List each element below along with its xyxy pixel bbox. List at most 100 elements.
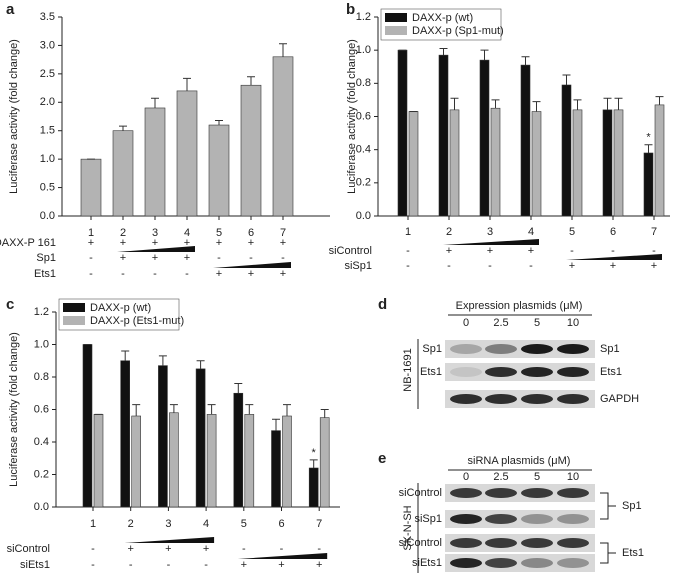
- blot-band: [450, 488, 482, 498]
- x-tick-label: 1: [405, 226, 411, 238]
- bar: [643, 152, 654, 217]
- bar: [490, 107, 501, 217]
- error-bar: [151, 97, 159, 108]
- bar: [93, 414, 104, 508]
- dose-ramp: [124, 537, 215, 543]
- y-tick-label: 0.6: [356, 110, 371, 122]
- condition-label: siSp1: [344, 260, 372, 272]
- bar: [520, 64, 531, 217]
- annotation: *: [646, 132, 651, 144]
- legend-swatch: [63, 303, 85, 312]
- blot-band: [485, 344, 517, 354]
- blot-band: [521, 344, 553, 354]
- blot-band: [450, 344, 482, 354]
- condition-mark: -: [249, 252, 253, 264]
- bar: [120, 360, 130, 508]
- condition-mark: -: [91, 543, 95, 555]
- row-label-right: Sp1: [622, 500, 642, 512]
- row-label: Ets1: [420, 366, 442, 378]
- bar: [531, 111, 542, 217]
- condition-mark: +: [127, 543, 133, 555]
- bar: [479, 59, 490, 217]
- legend-box: [58, 298, 180, 331]
- y-tick-label: 0.8: [356, 77, 371, 89]
- blot-band: [450, 558, 482, 568]
- condition-mark: +: [248, 237, 254, 249]
- bar: [112, 130, 134, 217]
- x-tick-label: 6: [248, 227, 254, 239]
- y-tick-label: 3.0: [40, 39, 55, 51]
- condition-mark: +: [651, 260, 657, 272]
- blot-strip: [445, 484, 595, 502]
- y-tick-label: 1.5: [40, 125, 55, 137]
- blot-band: [485, 538, 517, 548]
- y-tick-label: 0.4: [356, 144, 371, 156]
- error-bar: [491, 99, 500, 109]
- lane-label: 5: [534, 317, 540, 329]
- condition-mark: +: [528, 245, 534, 257]
- panel-letter: c: [6, 296, 14, 313]
- error-bar: [234, 383, 243, 394]
- condition-mark: +: [216, 237, 222, 249]
- error-bar: [603, 97, 612, 110]
- dose-ramp: [443, 239, 539, 245]
- condition-mark: -: [153, 268, 157, 280]
- row-label-right: Sp1: [600, 343, 620, 355]
- blot-band: [521, 367, 553, 377]
- bar: [208, 124, 230, 217]
- x-tick-label: 5: [216, 227, 222, 239]
- y-tick-label: 1.2: [356, 11, 371, 23]
- bar: [282, 415, 292, 508]
- blot-title: Expression plasmids (μM): [456, 300, 583, 312]
- condition-mark: -: [406, 260, 410, 272]
- condition-mark: -: [281, 252, 285, 264]
- blot-band: [557, 488, 589, 498]
- bar: [206, 414, 217, 508]
- bar: [438, 54, 449, 217]
- condition-label: Sp1: [36, 252, 56, 264]
- blot-band: [557, 344, 589, 354]
- lane-label: 2.5: [493, 317, 508, 329]
- x-tick-label: 1: [88, 227, 94, 239]
- panel-letter: e: [378, 450, 386, 467]
- condition-mark: -: [185, 268, 189, 280]
- bar: [319, 417, 330, 508]
- error-bar: [215, 119, 223, 126]
- blot-band: [521, 558, 553, 568]
- error-bar: [272, 418, 280, 431]
- blot-band: [485, 558, 517, 568]
- row-label: siControl: [399, 487, 442, 499]
- error-bar: [196, 360, 205, 369]
- condition-mark: -: [611, 245, 615, 257]
- x-tick-label: 1: [90, 518, 96, 530]
- y-tick-label: 2.5: [40, 68, 55, 80]
- condition-mark: -: [129, 559, 133, 571]
- dose-ramp: [566, 254, 662, 260]
- lane-label: 5: [534, 471, 540, 483]
- legend-box: [380, 8, 502, 41]
- blot-strip: [445, 390, 595, 408]
- condition-mark: -: [91, 559, 95, 571]
- x-tick-label: 4: [203, 518, 209, 530]
- bar: [82, 344, 93, 508]
- legend-swatch: [385, 13, 407, 22]
- error-bar: [121, 350, 130, 361]
- bar: [308, 467, 319, 508]
- y-tick-label: 0.6: [34, 403, 49, 415]
- lane-label: 0: [463, 317, 469, 329]
- condition-mark: -: [242, 543, 246, 555]
- panel-letter: b: [346, 1, 355, 18]
- blot-band: [557, 538, 589, 548]
- condition-label: siControl: [7, 543, 50, 555]
- panel-letter: d: [378, 296, 387, 313]
- bar: [408, 111, 419, 217]
- blot-strip: [445, 510, 595, 528]
- condition-mark: +: [152, 252, 158, 264]
- y-tick-label: 2.0: [40, 96, 55, 108]
- x-tick-label: 3: [487, 226, 493, 238]
- legend-label: DAXX-p (Sp1-mut): [412, 25, 504, 37]
- row-label: Sp1: [422, 343, 442, 355]
- blot-band: [485, 488, 517, 498]
- condition-mark: -: [652, 245, 656, 257]
- x-tick-label: 2: [446, 226, 452, 238]
